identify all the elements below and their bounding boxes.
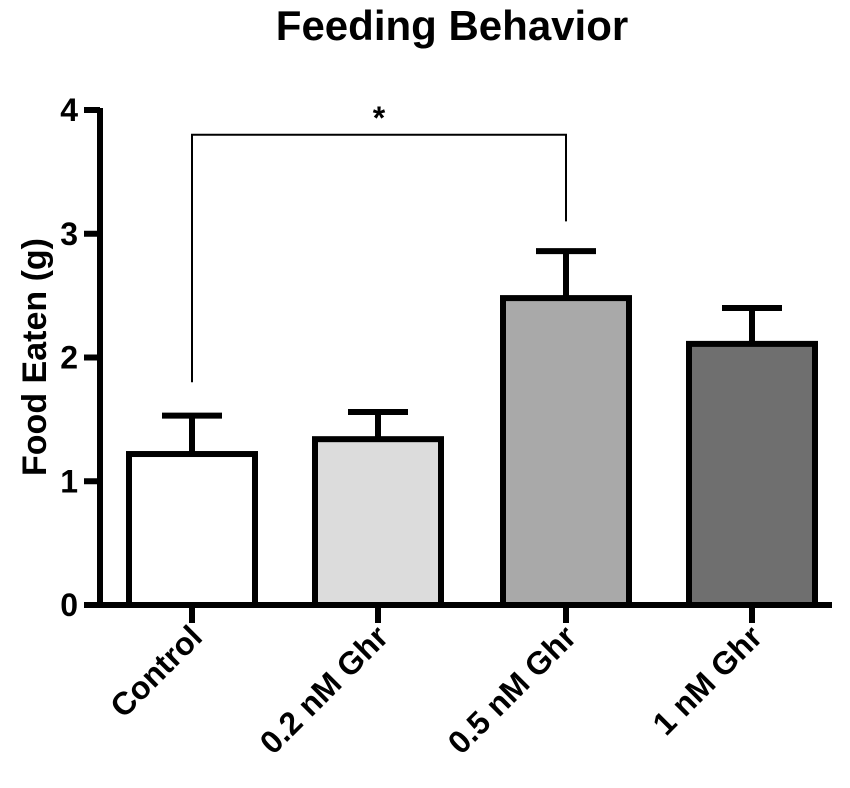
y-tick-label: 0 (60, 587, 78, 623)
chart-title: Feeding Behavior (276, 2, 628, 49)
y-tick-label: 1 (60, 463, 78, 499)
y-axis-label: Food Eaten (g) (16, 238, 54, 476)
y-tick-label: 4 (60, 92, 78, 128)
bar-2 (312, 436, 444, 608)
y-tick-label: 3 (60, 216, 78, 252)
significance-marker: * (373, 100, 386, 136)
significance-bracket (191, 133, 567, 383)
bar-3 (500, 295, 632, 608)
x-tick-label: Control (103, 618, 209, 724)
x-tick-label: 0.2 nM Ghr (253, 618, 395, 760)
x-tick-label: 0.5 nM Ghr (441, 618, 583, 760)
bar-4 (686, 340, 818, 608)
bar-1 (126, 451, 258, 608)
plot-area: 0 1 2 3 4 Control 0.2 nM Ghr 0.5 nM Ghr 1 nM Ghr… (60, 92, 832, 761)
y-tick-label: 2 (60, 340, 78, 376)
x-tick-label: 1 nM Ghr (645, 618, 769, 742)
